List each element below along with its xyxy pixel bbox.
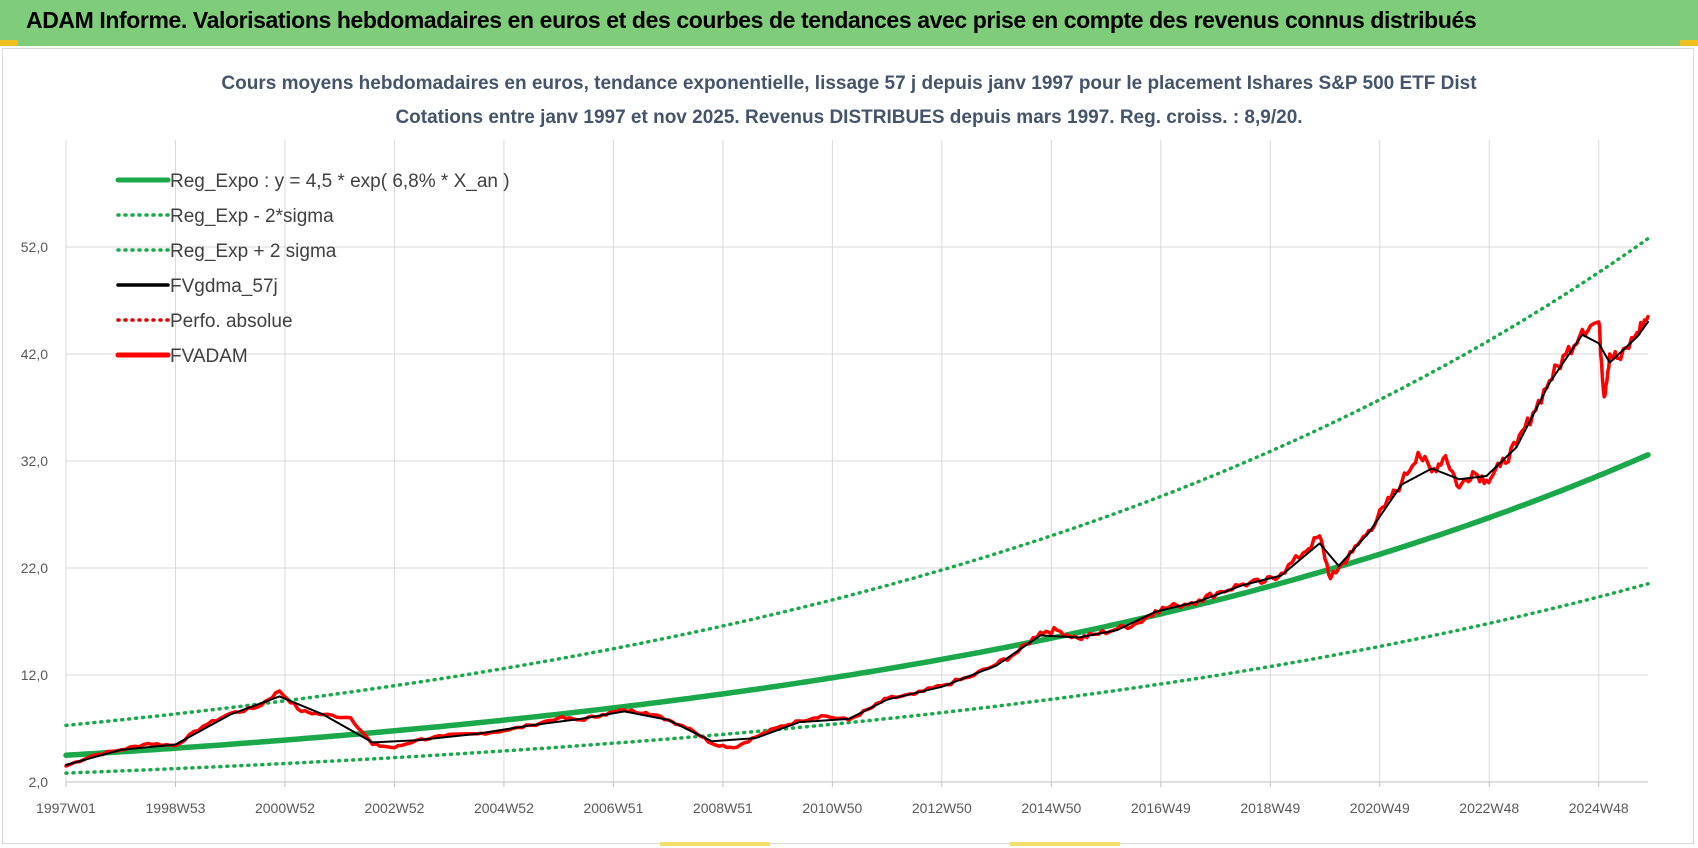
x-tick-label: 2022W48 (1459, 800, 1519, 816)
legend-label: Reg_Exp + 2 sigma (170, 241, 337, 262)
report-banner: ADAM Informe. Valorisations hebdomadaire… (0, 0, 1698, 48)
y-tick-label: 22,0 (21, 560, 48, 576)
x-tick-label: 1998W53 (146, 800, 206, 816)
footer-accent (1010, 842, 1120, 846)
legend-label: FVADAM (170, 346, 248, 367)
y-tick-label: 42,0 (21, 346, 48, 362)
x-tick-label: 2006W51 (583, 800, 643, 816)
chart-title-line-1: Cours moyens hebdomadaires en euros, ten… (221, 73, 1477, 94)
x-tick-label: 2002W52 (364, 800, 424, 816)
x-tick-label: 2008W51 (693, 800, 753, 816)
axis-labels: 2,0 12,0 22,0 32,0 42,0 52,0 1997W01 1998W53 200… (21, 239, 1629, 816)
x-tick-label: 2016W49 (1131, 800, 1191, 816)
x-tick-label: 2010W50 (802, 800, 862, 816)
legend-label: Perfo. absolue (170, 311, 293, 332)
corner-accent-right (1680, 40, 1698, 46)
x-tick-label: 2004W52 (474, 800, 534, 816)
legend-label: Reg_Expo : y = 4,5 * exp( 6,8% * X_an ) (170, 171, 510, 192)
chart-title-line-2: Cotations entre janv 1997 et nov 2025. R… (395, 107, 1302, 128)
legend-label: Reg_Exp - 2*sigma (170, 206, 334, 227)
y-tick-label: 12,0 (21, 667, 48, 683)
y-tick-label: 32,0 (21, 453, 48, 469)
x-tick-label: 2020W49 (1350, 800, 1410, 816)
x-tick-label: 2024W48 (1569, 800, 1629, 816)
legend-label: FVgdma_57j (170, 276, 278, 297)
series-fvgdma (65, 320, 1649, 766)
series-layer (63, 236, 1651, 775)
footer-accent (660, 842, 770, 846)
y-tick-label: 52,0 (21, 239, 48, 255)
x-tick-label: 2014W50 (1021, 800, 1081, 816)
corner-accent-left (0, 40, 18, 46)
y-tick-label: 2,0 (29, 774, 49, 790)
series-reg-expo (63, 452, 1651, 759)
x-tick-label: 2000W52 (255, 800, 315, 816)
report-title: ADAM Informe. Valorisations hebdomadaire… (26, 7, 1477, 33)
series-reg-minus-2sigma (64, 582, 1650, 775)
x-tick-label: 2012W50 (912, 800, 972, 816)
legend: Reg_Expo : y = 4,5 * exp( 6,8% * X_an ) R… (115, 171, 510, 367)
x-tick-label: 2018W49 (1240, 800, 1300, 816)
series-reg-plus-2sigma (64, 236, 1650, 728)
chart-frame (2, 48, 1694, 844)
grid (65, 140, 1648, 787)
x-tick-label: 1997W01 (36, 800, 96, 816)
